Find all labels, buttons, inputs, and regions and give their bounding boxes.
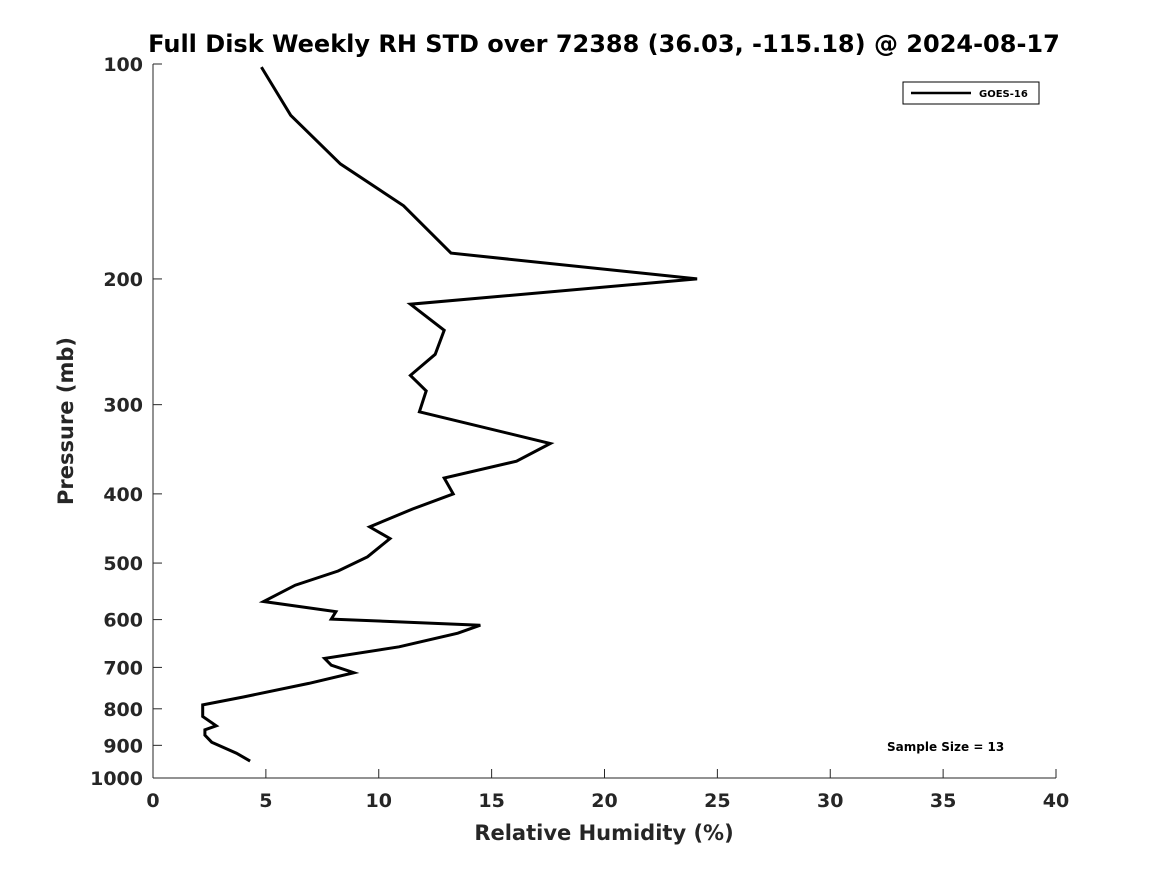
chart-title: Full Disk Weekly RH STD over 72388 (36.0…: [148, 30, 1060, 58]
x-tick-label: 20: [591, 790, 617, 812]
legend-label-goes-16: GOES-16: [979, 89, 1028, 100]
y-tick-label: 200: [103, 269, 143, 291]
y-tick-label: 400: [103, 484, 143, 506]
y-axis-ticks: 100 200 300 400 500 600 700 800 900 1000: [90, 54, 162, 790]
y-tick-label: 100: [103, 54, 143, 76]
x-tick-label: 30: [817, 790, 843, 812]
x-tick-label: 15: [478, 790, 504, 812]
x-axis-ticks: 0 5 10 15 20 25 30 35 40: [146, 769, 1069, 812]
y-tick-label: 900: [103, 735, 143, 757]
y-tick-label: 600: [103, 610, 143, 632]
sample-size-annotation: Sample Size = 13: [887, 740, 1004, 754]
x-tick-label: 5: [259, 790, 272, 812]
x-axis-label: Relative Humidity (%): [474, 821, 733, 845]
series-layer: [201, 66, 698, 763]
y-tick-label: 300: [103, 395, 143, 417]
x-tick-label: 40: [1043, 790, 1069, 812]
y-axis-label: Pressure (mb): [54, 337, 78, 505]
legend: GOES-16: [902, 81, 1040, 105]
y-tick-label: 500: [103, 553, 143, 575]
x-tick-label: 10: [366, 790, 392, 812]
x-tick-label: 35: [930, 790, 956, 812]
x-tick-label: 0: [146, 790, 159, 812]
y-tick-label: 1000: [90, 768, 143, 790]
x-tick-label: 25: [704, 790, 730, 812]
y-tick-label: 700: [103, 657, 143, 679]
series-line-goes-16: [201, 66, 698, 763]
y-tick-label: 800: [103, 699, 143, 721]
